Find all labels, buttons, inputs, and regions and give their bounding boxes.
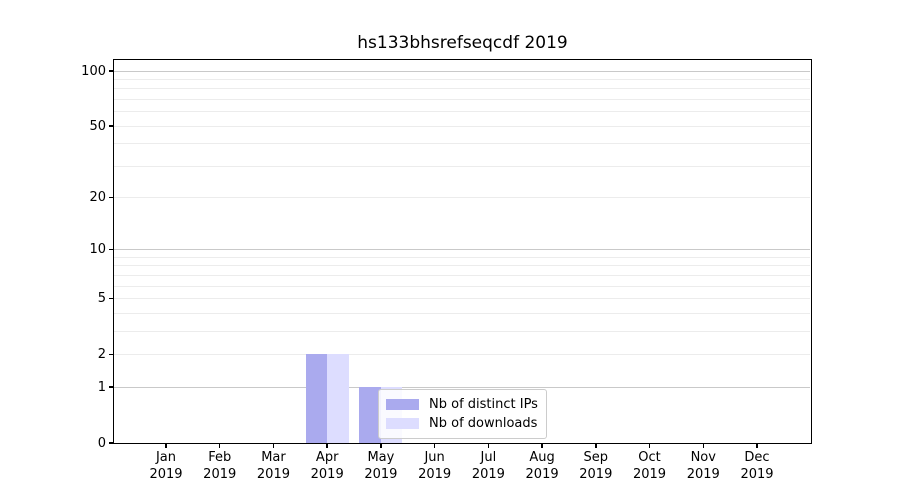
y-tick-2 [108,353,113,356]
x-tick-jun [433,444,436,449]
y-tick-10 [108,248,113,251]
gridline-minor-5 [114,298,810,300]
chart-title: hs133bhsrefseqcdf 2019 [357,33,568,53]
legend-label-downloads: Nb of downloads [429,415,538,431]
gridline-minor-80 [114,88,810,90]
y-tick-label-50: 50 [89,118,106,134]
y-tick-label-10: 10 [89,242,106,258]
gridline-minor-4 [114,312,810,314]
y-tick-100 [108,70,113,72]
x-tick-label-nov: Nov 2019 [686,450,720,482]
y-tick-5 [108,297,113,300]
x-tick-label-jul: Jul 2019 [471,450,505,482]
gridline-major-1 [114,386,810,388]
y-tick-label-5: 5 [97,291,106,307]
y-tick-label-100: 100 [81,63,106,79]
x-tick-nov [702,444,705,449]
gridline-minor-7 [114,274,810,276]
x-tick-label-sep: Sep 2019 [579,450,613,482]
gridline-minor-20 [114,197,810,199]
gridline-major-10 [114,249,810,251]
y-tick-20 [108,196,113,199]
y-tick-label-20: 20 [89,190,106,206]
gridline-minor-30 [114,165,810,167]
bar-nb-of-distinct-ips-may [359,387,381,443]
bar-nb-of-downloads-apr [327,354,349,443]
x-tick-may [380,444,382,449]
x-tick-aug [541,444,543,449]
x-tick-label-may: May 2019 [364,450,398,482]
legend-swatch-distinct-ips [386,398,419,410]
gridline-minor-40 [114,143,810,145]
x-tick-label-apr: Apr 2019 [310,450,344,482]
x-tick-feb [218,444,221,449]
y-tick-label-1: 1 [97,379,106,395]
gridline-minor-70 [114,98,810,100]
x-tick-label-feb: Feb 2019 [203,450,237,482]
legend-item-downloads: Nb of downloads [386,415,546,432]
x-tick-jul [487,444,490,449]
x-tick-oct [648,444,651,449]
legend-item-distinct-ips: Nb of distinct IPs [386,396,546,413]
legend-swatch-downloads [386,417,419,429]
y-tick-label-2: 2 [97,346,106,362]
gridline-minor-9 [114,256,810,258]
x-tick-jan [165,444,167,449]
x-tick-sep [595,444,597,449]
gridline-minor-6 [114,285,810,287]
x-tick-mar [272,444,275,449]
x-tick-label-oct: Oct 2019 [632,450,667,482]
y-tick-50 [108,125,113,127]
gridline-minor-90 [114,78,810,80]
bar-nb-of-distinct-ips-apr [305,354,328,443]
gridline-minor-60 [114,111,810,113]
x-tick-label-aug: Aug 2019 [525,450,559,482]
gridline-minor-3 [114,330,810,332]
gridline-minor-2 [114,353,810,355]
x-tick-label-dec: Dec 2019 [740,450,774,482]
gridline-minor-50 [114,125,810,127]
x-tick-dec [756,444,758,449]
legend-label-distinct-ips: Nb of distinct IPs [429,396,538,412]
x-tick-label-mar: Mar 2019 [256,450,290,482]
x-tick-apr [326,444,328,449]
gridline-minor-8 [114,265,810,267]
gridline-major-100 [114,70,810,72]
x-tick-label-jun: Jun 2019 [418,450,452,482]
y-tick-1 [108,386,113,388]
y-tick-label-0: 0 [97,435,106,451]
x-tick-label-jan: Jan 2019 [149,450,183,482]
legend: Nb of distinct IPs Nb of downloads [378,389,547,439]
y-tick-0 [108,442,113,444]
